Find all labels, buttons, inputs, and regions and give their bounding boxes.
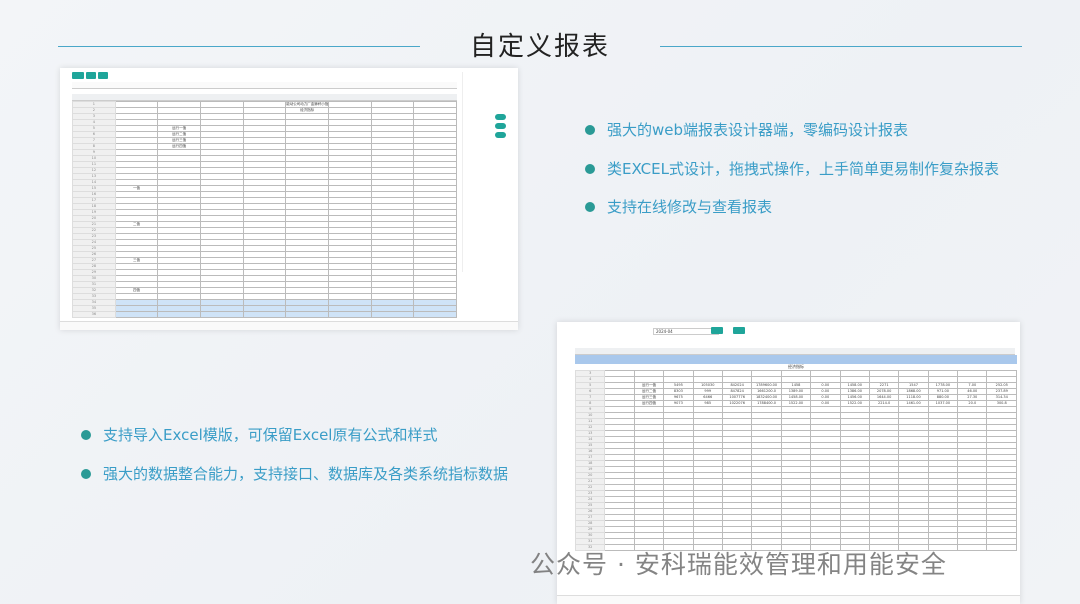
table-row: 12 <box>574 424 1017 431</box>
table-row: 10 <box>574 412 1017 419</box>
bullet-icon <box>81 430 91 440</box>
viewer-grid[interactable]: 3 4 5 运行一值 5495 105030 842024 1789600.00 1458 0.0… <box>574 370 1017 551</box>
cell[interactable]: 1832400.00 <box>751 394 782 401</box>
title-divider-left <box>58 46 420 47</box>
feature-item: 类EXCEL式设计，拖拽式操作，上手简单更易制作复杂报表 <box>585 150 999 189</box>
table-row: 7 运行三值 9675 6466 1007776 1832400.00 1458.00 0.0… <box>574 394 1017 401</box>
feature-list-left: 支持导入Excel模版，可保留Excel原有公式和样式 强大的数据整合能力，支持… <box>81 416 531 493</box>
bullet-icon <box>81 468 91 479</box>
table-row: 32 <box>574 544 1017 551</box>
cell[interactable] <box>157 311 201 318</box>
watermark: 公众号 · 安科瑞能效管理和用能安全 <box>530 550 947 579</box>
bullet-icon <box>585 202 595 212</box>
sheet-tabs[interactable] <box>557 595 1020 604</box>
toggle-switch[interactable] <box>495 132 506 138</box>
feature-item: 强大的web端报表设计器端，零编码设计报表 <box>585 111 999 150</box>
table-row: 33 <box>72 293 457 300</box>
bullet-icon <box>585 163 595 174</box>
formula-bar <box>72 82 457 89</box>
properties-panel <box>462 72 515 272</box>
query-button[interactable] <box>711 327 724 334</box>
cell[interactable] <box>327 311 372 318</box>
sheet-title-bar <box>575 355 1017 364</box>
feature-item: 支持在线修改与查看报表 <box>585 188 999 227</box>
table-row: 4 <box>72 119 457 126</box>
cell[interactable] <box>370 311 415 318</box>
table-row: 2 经济指标 <box>72 107 457 114</box>
feature-list-right: 强大的web端报表设计器端，零编码设计报表 类EXCEL式设计，拖拽式操作，上手… <box>585 111 999 227</box>
date-field[interactable]: 2024-04 <box>653 328 719 335</box>
toggle-switch[interactable] <box>495 123 506 129</box>
cell[interactable]: 1789600.00 <box>751 382 782 389</box>
toolbar-button[interactable] <box>86 72 97 79</box>
cell[interactable] <box>199 311 244 318</box>
title-divider-right <box>660 46 1022 47</box>
table-row: 19 <box>574 466 1017 473</box>
table-row: 18 <box>574 460 1017 467</box>
table-row: 30 <box>574 532 1017 539</box>
export-button[interactable] <box>733 327 746 334</box>
table-row: 16 <box>574 448 1017 455</box>
feature-item: 强大的数据整合能力，支持接口、数据库及各类系统指标数据 <box>81 455 531 494</box>
cell[interactable] <box>413 311 457 318</box>
feature-item: 支持导入Excel模版，可保留Excel原有公式和样式 <box>81 416 531 455</box>
cell[interactable] <box>114 311 159 318</box>
table-row: 23 <box>72 233 457 240</box>
table-row: 26 <box>72 251 457 258</box>
toolbar-button[interactable] <box>98 72 109 79</box>
table-row: 9 <box>574 406 1017 413</box>
cell[interactable]: 能动公司动力厂金狮杯小指标 <box>285 101 329 108</box>
table-row: 28 <box>574 520 1017 527</box>
slide-title: 自定义报表 <box>469 32 610 62</box>
cell[interactable] <box>242 311 287 318</box>
column-header <box>72 94 457 101</box>
bullet-icon <box>585 125 595 135</box>
toolbar-button[interactable] <box>72 72 85 79</box>
cell[interactable] <box>957 544 988 551</box>
report-designer-screenshot: 1 能动公司动力厂金狮杯小指标 2 经济指标 3 4 5 运行一值 6 运行二值 7 运行三值 8 运行四… <box>60 68 518 330</box>
column-header <box>575 348 1015 355</box>
report-viewer-screenshot: 2024-04 经济指标 3 4 5 运行一值 5495 105030 842024 1789… <box>557 322 1020 604</box>
cell[interactable] <box>285 311 329 318</box>
toggle-switch[interactable] <box>495 114 506 120</box>
sheet-subtitle: 经济指标 <box>788 364 804 369</box>
cell[interactable] <box>986 544 1017 551</box>
table-row: 29 <box>574 526 1017 533</box>
cell[interactable]: 36 <box>72 311 116 318</box>
designer-grid[interactable]: 1 能动公司动力厂金狮杯小指标 2 经济指标 3 4 5 运行一值 6 运行二值 7 运行三值 8 运行四… <box>72 101 457 318</box>
table-row: 36 <box>72 311 457 318</box>
sheet-tabs[interactable] <box>60 321 518 330</box>
